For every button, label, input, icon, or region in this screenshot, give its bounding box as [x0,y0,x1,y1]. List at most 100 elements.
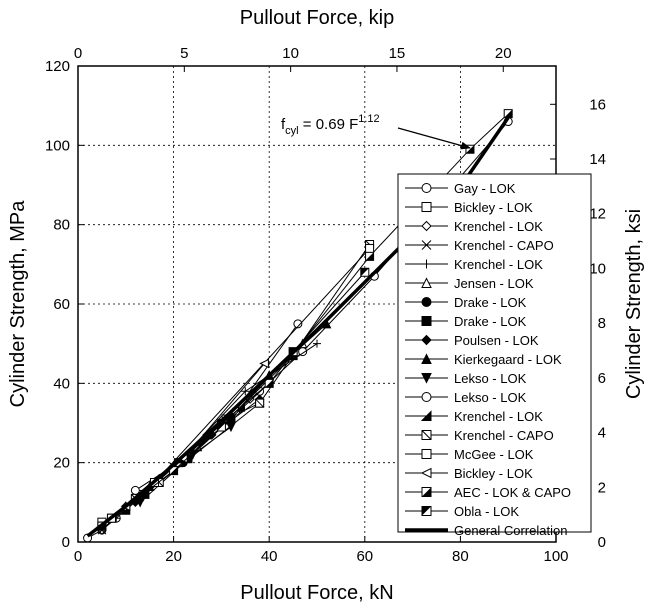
legend-label: Drake - LOK [454,295,527,310]
equation-subscript: cyl [285,125,298,137]
data-point [313,339,321,348]
marker-half-fill [360,268,369,277]
series-17 [216,267,370,432]
marker-half-fill [265,379,274,388]
legend-label: Jensen - LOK [454,276,534,291]
marker-half-fill [422,506,431,516]
x-tick-label: 20 [165,548,182,565]
equation-label: fcyl = 0.69 F1.12 [281,113,380,137]
legend-marker [421,334,432,346]
legend-item: Krenchel - LOK [405,409,543,424]
legend-item: Jensen - LOK [405,276,534,291]
legend-marker [420,410,432,421]
series-line [111,248,370,519]
data-point [130,485,140,495]
x-axis-title-bottom: Pullout Force, kN [240,582,393,604]
series-line [101,113,509,527]
legend-item: Krenchel - LOK [405,257,543,272]
legend-item: Lekso - LOK [405,390,527,405]
legend-label: Bickley - LOK [454,200,533,215]
x-axis-title-top: Pullout Force, kip [240,7,395,29]
legend-marker [421,240,432,250]
data-point [255,398,265,408]
legend-label: McGee - LOK [454,447,534,462]
legend-label: Gay - LOK [454,181,516,196]
legend-label: General Correlation [454,523,567,538]
legend-marker [421,373,432,384]
series-11 [130,319,303,495]
legend-item: Lekso - LOK [405,371,527,386]
legend-label: Drake - LOK [454,314,527,329]
legend-item: Bickley - LOK [405,200,533,215]
y-tick-label: 120 [45,58,70,75]
legend-item: Drake - LOK [405,295,527,310]
legend-item: Krenchel - LOK [405,219,543,234]
y-right-tick-label: 6 [598,370,606,387]
y-tick-label: 20 [53,455,70,472]
y-right-tick-label: 4 [598,425,606,442]
marker-half-fill [504,109,513,118]
legend-item: McGee - LOK [405,447,534,462]
y-tick-label: 80 [53,217,70,234]
legend-label: Krenchel - LOK [454,219,543,234]
y-tick-label: 0 [62,534,70,551]
data-point [365,243,375,253]
series-line [135,323,299,491]
y-axis-title-left: Cylinder Strength, MPa [7,200,29,408]
x-top-tick-label: 0 [74,45,82,62]
y-axis-title-right: Cylinder Strength, ksi [623,209,645,399]
legend-marker [421,353,432,364]
marker-half-fill [422,487,431,497]
x-top-tick-label: 10 [282,45,299,62]
x-tick-label: 80 [452,548,469,565]
legend-marker [422,259,431,269]
legend-item: AEC - LOK & CAPO [405,485,571,500]
equation-base: f [281,116,286,133]
legend-marker [421,183,432,193]
legend-item: Drake - LOK [405,314,527,329]
legend-label: Obla - LOK [454,504,519,519]
legend-label: Krenchel - LOK [454,409,543,424]
y-right-tick-label: 14 [589,151,606,168]
legend: Gay - LOK Bickley - LOK Krenchel - LOK Kren… [397,173,592,538]
legend-marker [421,220,432,232]
y-right-tick-label: 16 [589,96,606,113]
legend-item: Krenchel - CAPO [405,238,554,253]
marker-half-fill [365,252,374,261]
legend-label: Kierkegaard - LOK [454,352,562,367]
legend-marker [421,392,432,402]
equation-superscript: 1.12 [358,113,379,125]
x-top-tick-label: 15 [389,45,406,62]
legend-label: Bickley - LOK [454,466,533,481]
legend-label: Krenchel - LOK [454,257,543,272]
series-13 [97,240,375,531]
y-right-tick-label: 8 [598,315,606,332]
y-tick-label: 60 [53,296,70,313]
x-top-tick-label: 20 [495,45,512,62]
legend-label: Krenchel - CAPO [454,428,554,443]
data-point [259,358,269,369]
equation-middle: = 0.69 F [299,116,359,133]
legend-item: General Correlation [405,523,567,538]
data-point [293,319,303,329]
legend-label: Krenchel - CAPO [454,238,554,253]
x-tick-label: 0 [74,548,82,565]
y-tick-label: 100 [45,137,70,154]
equation-arrow [397,127,471,150]
legend-marker [420,467,432,479]
y-right-tick-label: 2 [598,479,606,496]
series-line [101,244,370,527]
data-point [241,387,250,396]
y-right-tick-label: 12 [589,206,606,223]
legend-item: Obla - LOK [405,504,519,519]
legend-item: Kierkegaard - LOK [405,352,562,367]
legend-label: Lekso - LOK [454,371,527,386]
legend-marker [421,297,432,307]
x-top-tick-label: 5 [180,45,188,62]
legend-marker [421,449,432,459]
legend-item: Poulsen - LOK [405,333,539,348]
legend-marker [421,430,432,440]
x-tick-label: 100 [543,548,568,565]
